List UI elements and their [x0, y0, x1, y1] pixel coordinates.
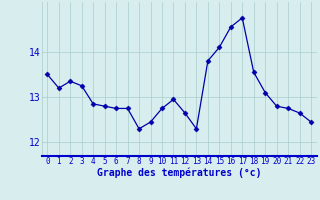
X-axis label: Graphe des températures (°c): Graphe des températures (°c): [97, 167, 261, 178]
